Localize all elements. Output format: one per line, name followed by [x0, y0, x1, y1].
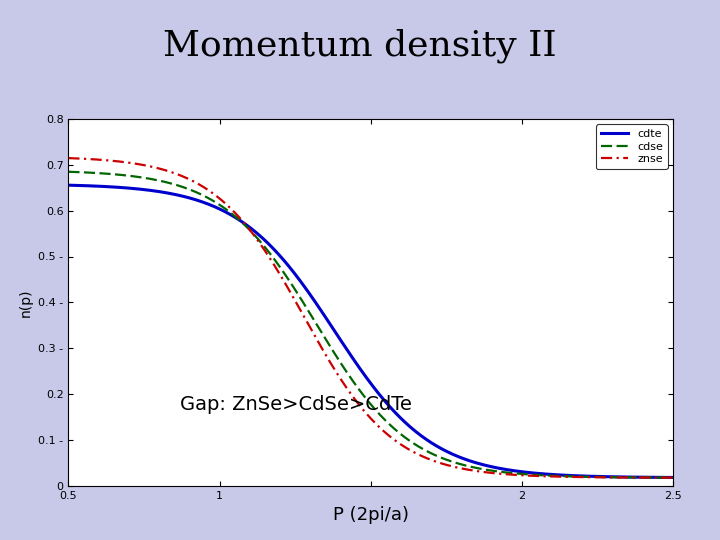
cdte: [585, 473, 593, 480]
znse: [523, 472, 531, 479]
znse: [415, 452, 424, 458]
cdte: [64, 182, 73, 188]
znse: [585, 474, 593, 481]
cdse: [64, 168, 73, 175]
cdse: [415, 444, 424, 450]
znse: [64, 155, 73, 161]
cdte: [415, 431, 424, 438]
Y-axis label: n(p): n(p): [19, 288, 32, 316]
cdte: [449, 451, 458, 458]
Line: cdte: cdte: [68, 185, 673, 477]
cdte: [669, 474, 678, 481]
znse: [449, 463, 458, 470]
znse: [102, 157, 110, 164]
Text: Momentum density II: Momentum density II: [163, 29, 557, 63]
Line: cdse: cdse: [68, 172, 673, 477]
cdse: [449, 459, 458, 465]
Text: Gap: ZnSe>CdSe>CdTe: Gap: ZnSe>CdSe>CdTe: [180, 395, 412, 414]
Legend: cdte, cdse, znse: cdte, cdse, znse: [596, 124, 667, 169]
cdte: [431, 442, 440, 449]
znse: [669, 475, 678, 481]
cdse: [585, 474, 593, 480]
cdse: [523, 471, 531, 477]
cdte: [523, 469, 531, 476]
cdse: [431, 452, 440, 458]
cdse: [102, 170, 110, 177]
cdse: [669, 474, 678, 481]
cdte: [102, 183, 110, 190]
X-axis label: P (2pi/a): P (2pi/a): [333, 507, 409, 524]
Line: znse: znse: [68, 158, 673, 478]
znse: [431, 458, 440, 465]
